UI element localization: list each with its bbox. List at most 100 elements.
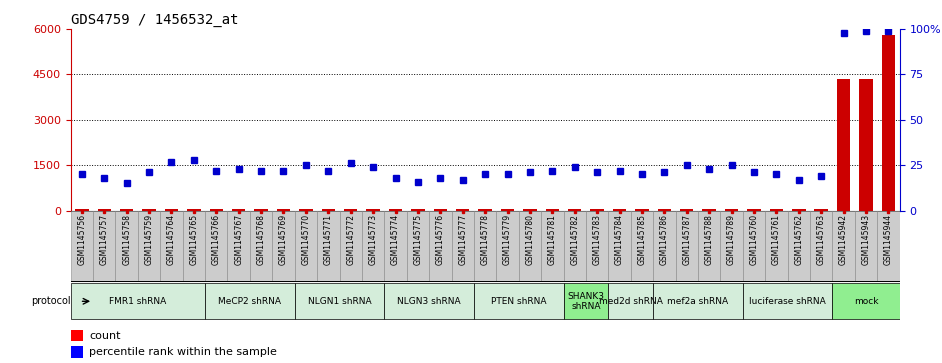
- Bar: [456, 209, 469, 211]
- Text: count: count: [89, 331, 121, 341]
- Bar: [71, 346, 83, 358]
- Bar: [743, 211, 765, 281]
- Bar: [810, 211, 833, 281]
- Bar: [698, 211, 721, 281]
- Bar: [721, 211, 743, 281]
- Text: MeCP2 shRNA: MeCP2 shRNA: [219, 297, 282, 306]
- Text: GSM1145783: GSM1145783: [593, 214, 602, 265]
- Bar: [250, 211, 272, 281]
- Bar: [165, 209, 178, 211]
- Text: GSM1145760: GSM1145760: [750, 214, 758, 265]
- Bar: [344, 209, 357, 211]
- Bar: [703, 209, 716, 211]
- Bar: [591, 209, 604, 211]
- Text: mock: mock: [853, 297, 878, 306]
- Bar: [232, 209, 246, 211]
- Bar: [770, 209, 783, 211]
- Bar: [563, 283, 609, 319]
- Text: GSM1145763: GSM1145763: [817, 214, 826, 265]
- Text: mef2a shRNA: mef2a shRNA: [668, 297, 728, 306]
- Text: PTEN shRNA: PTEN shRNA: [491, 297, 546, 306]
- Text: med2d shRNA: med2d shRNA: [599, 297, 662, 306]
- Text: GSM1145784: GSM1145784: [615, 214, 624, 265]
- Bar: [836, 79, 851, 211]
- Bar: [792, 209, 805, 211]
- Bar: [339, 211, 362, 281]
- Bar: [407, 211, 430, 281]
- Bar: [272, 211, 295, 281]
- Bar: [98, 209, 111, 211]
- Text: GSM1145777: GSM1145777: [458, 214, 467, 265]
- Bar: [430, 211, 451, 281]
- Bar: [765, 211, 788, 281]
- Text: FMR1 shRNA: FMR1 shRNA: [109, 297, 167, 306]
- Text: GSM1145773: GSM1145773: [368, 214, 378, 265]
- Bar: [859, 79, 872, 211]
- Text: SHANK3
shRNA: SHANK3 shRNA: [567, 291, 605, 311]
- Bar: [209, 209, 223, 211]
- Bar: [833, 283, 900, 319]
- Bar: [205, 211, 227, 281]
- Text: GSM1145785: GSM1145785: [638, 214, 646, 265]
- Bar: [389, 209, 402, 211]
- Bar: [433, 209, 447, 211]
- Text: GSM1145758: GSM1145758: [122, 214, 131, 265]
- Bar: [366, 209, 380, 211]
- Text: GSM1145776: GSM1145776: [436, 214, 445, 265]
- Text: GSM1145774: GSM1145774: [391, 214, 400, 265]
- Bar: [142, 209, 155, 211]
- Bar: [519, 211, 541, 281]
- Bar: [609, 283, 653, 319]
- Bar: [523, 209, 537, 211]
- Text: GSM1145786: GSM1145786: [659, 214, 669, 265]
- Text: GSM1145767: GSM1145767: [235, 214, 243, 265]
- Text: GSM1145757: GSM1145757: [100, 214, 108, 265]
- Bar: [586, 211, 609, 281]
- Bar: [384, 211, 407, 281]
- Bar: [227, 211, 250, 281]
- Text: GSM1145779: GSM1145779: [503, 214, 512, 265]
- Bar: [541, 211, 563, 281]
- Bar: [882, 35, 895, 211]
- Bar: [724, 209, 739, 211]
- Bar: [568, 209, 581, 211]
- Bar: [295, 211, 317, 281]
- Bar: [747, 209, 761, 211]
- Text: GSM1145769: GSM1145769: [279, 214, 288, 265]
- Text: luciferase shRNA: luciferase shRNA: [749, 297, 826, 306]
- Bar: [474, 211, 496, 281]
- Bar: [317, 211, 339, 281]
- Text: protocol: protocol: [31, 296, 71, 306]
- Bar: [254, 209, 268, 211]
- Bar: [384, 283, 474, 319]
- Text: GSM1145762: GSM1145762: [794, 214, 804, 265]
- Bar: [479, 209, 492, 211]
- Text: GSM1145770: GSM1145770: [301, 214, 311, 265]
- Text: GSM1145943: GSM1145943: [862, 214, 870, 265]
- Bar: [183, 211, 205, 281]
- Bar: [833, 211, 854, 281]
- Text: percentile rank within the sample: percentile rank within the sample: [89, 347, 277, 357]
- Bar: [71, 211, 93, 281]
- Text: GSM1145766: GSM1145766: [212, 214, 220, 265]
- Bar: [277, 209, 290, 211]
- Bar: [474, 283, 563, 319]
- Text: GSM1145780: GSM1145780: [526, 214, 534, 265]
- Bar: [93, 211, 116, 281]
- Text: GSM1145778: GSM1145778: [480, 214, 490, 265]
- Bar: [854, 211, 877, 281]
- Bar: [545, 209, 559, 211]
- Bar: [116, 211, 138, 281]
- Bar: [680, 209, 693, 211]
- Text: GSM1145759: GSM1145759: [144, 214, 154, 265]
- Bar: [658, 209, 671, 211]
- Text: NLGN3 shRNA: NLGN3 shRNA: [398, 297, 461, 306]
- Text: GSM1145787: GSM1145787: [682, 214, 691, 265]
- Bar: [71, 283, 205, 319]
- Bar: [609, 211, 631, 281]
- Bar: [496, 211, 519, 281]
- Bar: [635, 209, 649, 211]
- Bar: [187, 209, 201, 211]
- Bar: [75, 209, 89, 211]
- Bar: [138, 211, 160, 281]
